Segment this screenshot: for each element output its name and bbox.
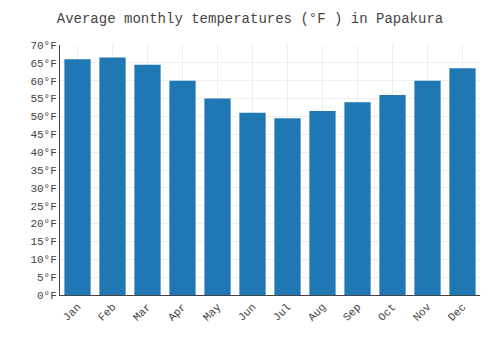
svg-text:Jan: Jan	[61, 301, 83, 323]
svg-text:25°F: 25°F	[30, 201, 56, 213]
svg-text:5°F: 5°F	[37, 272, 57, 284]
svg-text:Oct: Oct	[376, 301, 398, 323]
svg-text:Mar: Mar	[131, 301, 153, 323]
svg-text:50°F: 50°F	[30, 111, 56, 123]
svg-text:70°F: 70°F	[30, 40, 56, 52]
svg-text:10°F: 10°F	[30, 254, 56, 266]
svg-text:Jul: Jul	[271, 301, 293, 323]
svg-text:Feb: Feb	[96, 301, 118, 323]
svg-text:Dec: Dec	[446, 301, 468, 323]
svg-text:15°F: 15°F	[30, 236, 56, 248]
svg-text:Aug: Aug	[306, 301, 328, 323]
svg-text:Jun: Jun	[236, 301, 258, 323]
svg-text:60°F: 60°F	[30, 76, 56, 88]
svg-text:Average monthly temperatures (: Average monthly temperatures (°F ) in Pa…	[57, 11, 443, 27]
svg-text:65°F: 65°F	[30, 58, 56, 70]
svg-text:May: May	[201, 301, 224, 324]
svg-text:20°F: 20°F	[30, 218, 56, 230]
svg-text:35°F: 35°F	[30, 165, 56, 177]
svg-text:0°F: 0°F	[37, 290, 57, 302]
svg-text:Apr: Apr	[166, 301, 188, 323]
svg-text:55°F: 55°F	[30, 93, 56, 105]
svg-text:30°F: 30°F	[30, 183, 56, 195]
svg-text:Sep: Sep	[341, 301, 363, 323]
svg-text:45°F: 45°F	[30, 129, 56, 141]
svg-text:Nov: Nov	[411, 301, 434, 324]
svg-text:40°F: 40°F	[30, 147, 56, 159]
